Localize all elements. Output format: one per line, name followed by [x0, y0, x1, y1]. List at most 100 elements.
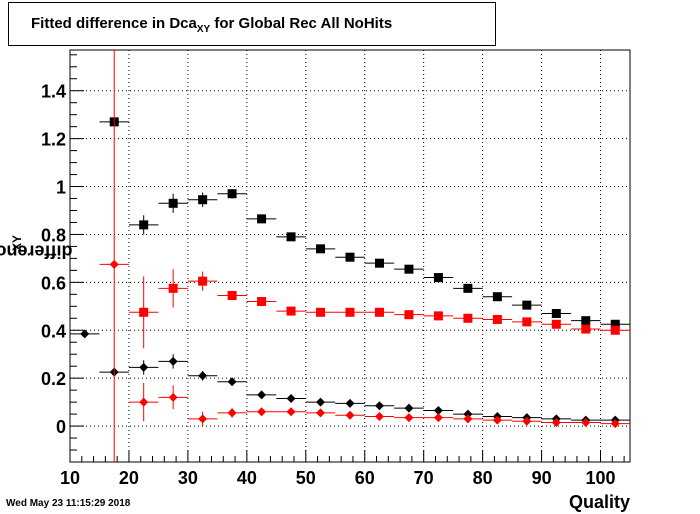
square-marker — [492, 292, 502, 302]
square-marker — [168, 283, 178, 293]
square-marker — [227, 291, 237, 301]
x-tick-label: 60 — [355, 468, 375, 488]
square-marker — [345, 252, 355, 262]
x-tick-label: 50 — [296, 468, 316, 488]
title-subscript: XY — [196, 24, 211, 35]
square-marker — [257, 214, 267, 224]
y-tick-label: 0.8 — [41, 225, 66, 245]
diamond-marker — [581, 417, 591, 427]
title-suffix: for Global Rec All NoHits — [210, 15, 393, 32]
x-tick-label: 30 — [178, 468, 198, 488]
series-4 — [99, 50, 630, 462]
square-marker — [198, 276, 208, 286]
square-marker — [374, 258, 384, 268]
plot-frame — [69, 49, 631, 463]
y-tick-label: 0.4 — [41, 321, 66, 341]
series-3 — [70, 329, 630, 425]
diamond-marker — [286, 407, 296, 417]
square-marker — [374, 307, 384, 317]
diamond-marker — [168, 356, 178, 366]
diamond-marker — [551, 417, 561, 427]
y-tick-label: 0.2 — [41, 369, 66, 389]
axis-tick-labels: 10 20 30 40 50 60 70 80 90 100 0 0.2 0.4 0.6 0.8 1 1.2 1.… — [41, 82, 616, 488]
y-tick-label: 0.6 — [41, 273, 66, 293]
square-marker — [581, 316, 591, 326]
diamond-marker — [463, 409, 473, 419]
x-tick-label: 80 — [473, 468, 493, 488]
diamond-marker — [286, 394, 296, 404]
timestamp: Wed May 23 11:15:29 2018 — [6, 498, 131, 509]
title-prefix: Fitted difference in Dca — [31, 15, 197, 32]
diamond-marker — [404, 403, 414, 413]
diamond-marker — [345, 398, 355, 408]
x-tick-label: 90 — [532, 468, 552, 488]
diamond-marker — [433, 406, 443, 415]
diamond-marker — [433, 413, 443, 423]
square-marker — [286, 232, 296, 242]
y-tick-label: 1.2 — [41, 130, 66, 150]
square-marker — [345, 307, 355, 317]
x-tick-label: 10 — [60, 468, 80, 488]
diamond-marker — [316, 408, 326, 418]
square-marker — [286, 306, 296, 316]
diamond-marker — [345, 410, 355, 420]
square-marker — [551, 308, 561, 318]
diamond-marker — [80, 329, 90, 339]
ylabel-prefix: difference in Dca — [0, 241, 73, 262]
square-marker — [316, 307, 326, 317]
x-tick-label: 100 — [586, 468, 616, 488]
square-marker — [551, 319, 561, 329]
diamond-marker — [492, 415, 502, 425]
diamond-marker — [374, 401, 384, 411]
square-marker — [463, 313, 473, 323]
square-marker — [168, 198, 178, 208]
x-axis-label: Quality — [568, 492, 630, 512]
diamond-marker — [139, 362, 149, 372]
diamond-marker — [227, 408, 237, 418]
square-marker — [139, 220, 149, 230]
square-marker — [257, 297, 267, 307]
diamond-marker — [374, 411, 384, 421]
chart-title-box: Fitted difference in DcaXY for Global Re… — [8, 2, 496, 46]
square-marker — [433, 273, 443, 283]
square-marker — [522, 300, 532, 310]
chart-title: Fitted difference in DcaXY for Global Re… — [31, 15, 392, 35]
diamond-marker — [257, 407, 267, 417]
square-marker — [227, 189, 237, 199]
diamond-marker — [610, 419, 620, 429]
square-marker — [463, 283, 473, 293]
axis-ticks — [69, 54, 625, 462]
x-tick-label: 40 — [237, 468, 257, 488]
diamond-marker — [316, 397, 326, 407]
y-tick-label: 1.4 — [41, 82, 66, 102]
diamond-marker — [139, 397, 149, 407]
square-marker — [610, 325, 620, 335]
square-marker — [492, 314, 502, 324]
square-marker — [139, 307, 149, 317]
x-tick-label: 20 — [119, 468, 139, 488]
square-marker — [522, 317, 532, 327]
diamond-marker — [109, 259, 119, 269]
diamond-marker — [257, 390, 267, 400]
grid-lines — [70, 50, 630, 462]
square-marker — [581, 324, 591, 334]
diamond-marker — [198, 414, 208, 424]
diamond-marker — [463, 414, 473, 424]
data-marks — [70, 50, 630, 462]
series-2 — [128, 269, 630, 349]
square-marker — [404, 310, 414, 320]
square-marker — [198, 195, 208, 205]
square-marker — [610, 319, 620, 329]
diamond-marker — [168, 392, 178, 402]
diamond-marker — [198, 371, 208, 381]
series-1 — [99, 117, 630, 329]
x-tick-label: 70 — [414, 468, 434, 488]
square-marker — [433, 311, 443, 321]
diamond-marker — [404, 413, 414, 423]
diamond-marker — [522, 416, 532, 426]
y-tick-label: 1 — [56, 178, 66, 198]
square-marker — [316, 244, 326, 254]
diamond-marker — [227, 377, 237, 387]
y-tick-label: 0 — [56, 417, 66, 437]
